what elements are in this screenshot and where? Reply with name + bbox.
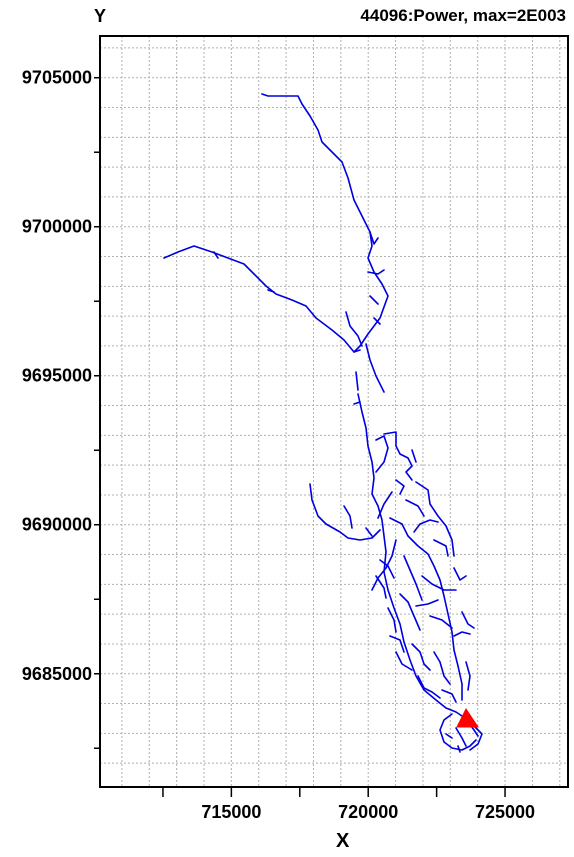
stream-segment	[411, 643, 431, 671]
stream-segment	[399, 593, 421, 631]
stream-segment	[371, 539, 397, 591]
stream-segment	[455, 727, 467, 747]
stream-segment	[345, 311, 363, 347]
plot-frame	[99, 35, 569, 788]
stream-segment	[405, 499, 425, 517]
stream-segment	[421, 575, 457, 591]
stream-segment	[369, 231, 379, 245]
stream-segment	[267, 289, 275, 293]
stream-segment	[365, 343, 385, 393]
stream-segment	[389, 517, 463, 701]
x-tick-label: 725000	[475, 802, 535, 822]
stream-segment	[353, 401, 361, 405]
stream-segment	[383, 431, 413, 481]
y-tick-labels: 9705000 9700000 9695000 9690000 9685000	[22, 68, 100, 750]
stream-segment	[373, 317, 381, 325]
y-tick-label: 9695000	[22, 366, 92, 386]
stream-segment	[387, 607, 397, 633]
stream-segment	[355, 371, 359, 391]
x-tick-label: 715000	[201, 802, 261, 822]
stream-segment	[403, 555, 423, 601]
stream-segment	[415, 481, 455, 557]
stream-segment	[453, 567, 467, 581]
y-tick-label: 9705000	[22, 68, 92, 88]
stream-segment	[379, 559, 395, 579]
stream-segment	[411, 449, 417, 463]
x-tick-label: 720000	[338, 802, 398, 822]
stream-segment	[389, 635, 405, 653]
stream-segment	[367, 269, 385, 275]
y-tick-label: 9700000	[22, 217, 92, 237]
stream-segment	[465, 661, 471, 691]
stream-segment	[445, 733, 453, 739]
outlet-triangle	[456, 708, 479, 728]
stream-segment	[353, 349, 361, 353]
stream-segment	[375, 435, 389, 473]
stream-segment	[343, 505, 353, 529]
stream-segment	[439, 713, 477, 751]
stream-segment	[395, 651, 413, 671]
stream-segment	[415, 599, 439, 607]
stream-segment	[441, 689, 457, 703]
stream-segment	[457, 745, 461, 753]
stream-segment	[369, 295, 379, 305]
grid-lines	[100, 36, 568, 787]
stream-segment	[377, 491, 393, 519]
stream-segment	[395, 479, 405, 495]
x-tick-labels: 715000 720000 725000	[162, 787, 535, 822]
stream-segment	[309, 483, 381, 541]
stream-segment	[453, 631, 471, 637]
y-tick-label: 9685000	[22, 664, 92, 684]
y-axis-title: Y	[94, 6, 107, 26]
stream-segment	[163, 245, 361, 353]
y-tick-label: 9690000	[22, 515, 92, 535]
stream-network	[163, 93, 483, 753]
stream-segment	[433, 539, 449, 557]
stream-segment	[261, 93, 389, 347]
stream-segment	[433, 651, 451, 685]
stream-segment	[417, 675, 441, 699]
stream-segment	[213, 251, 219, 259]
stream-segment	[413, 519, 439, 533]
stream-segment	[375, 575, 387, 599]
stream-segment	[461, 611, 475, 629]
stream-segment	[365, 527, 373, 537]
stream-segment	[357, 393, 479, 737]
map-title: 44096:Power, max=2E003	[360, 6, 566, 25]
stream-segment	[429, 615, 453, 629]
x-axis-title: X	[336, 830, 350, 852]
